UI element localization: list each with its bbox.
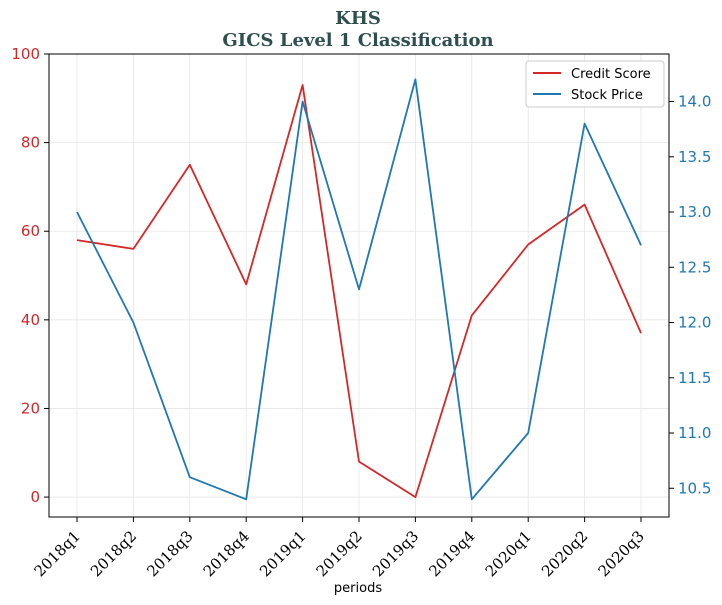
x-tick-label: 2018q3 (143, 527, 196, 580)
left-tick-label: 60 (21, 222, 40, 240)
x-tick-label: 2018q2 (87, 527, 140, 580)
x-tick-label: 2020q1 (482, 527, 535, 580)
x-tick-label: 2019q3 (369, 527, 422, 580)
series-line-credit-score (76, 84, 642, 499)
legend-label-stock-price: Stock Price (571, 88, 643, 103)
left-tick-label: 80 (21, 134, 40, 152)
right-tick-label: 11.0 (678, 424, 711, 442)
legend: Credit Score Stock Price (525, 60, 665, 108)
chart-title: KHS (335, 8, 381, 29)
x-axis: 2018q1 2018q2 2018q3 2018q4 2019q1 2019q2 2019… (31, 517, 648, 580)
left-tick-label: 0 (30, 488, 40, 506)
x-tick-label: 2018q4 (200, 527, 253, 580)
left-tick-label: 100 (11, 45, 40, 63)
right-tick-label: 12.5 (678, 258, 711, 276)
series-line-stock-price (76, 78, 642, 501)
x-tick-label: 2019q1 (256, 527, 309, 580)
right-tick-label: 14.0 (678, 93, 711, 111)
right-axis: 10.5 11.0 11.5 12.0 12.5 13.0 13.5 14.0 (669, 93, 711, 497)
chart-subtitle: GICS Level 1 Classification (222, 30, 493, 51)
right-tick-label: 12.0 (678, 314, 711, 332)
left-axis: 0 20 40 60 80 100 (11, 45, 49, 506)
x-tick-label: 2020q2 (538, 527, 591, 580)
x-axis-label: periods (334, 581, 382, 596)
right-tick-label: 11.5 (678, 369, 711, 387)
x-tick-label: 2019q4 (425, 527, 478, 580)
legend-label-credit-score: Credit Score (571, 67, 651, 82)
x-tick-label: 2018q1 (31, 527, 84, 580)
right-tick-label: 10.5 (678, 479, 711, 497)
x-tick-label: 2020q3 (595, 527, 648, 580)
x-tick-label: 2019q2 (313, 527, 366, 580)
right-tick-label: 13.5 (678, 148, 711, 166)
right-tick-label: 13.0 (678, 203, 711, 221)
left-tick-label: 40 (21, 311, 40, 329)
grid (49, 53, 669, 517)
series-layer (76, 78, 642, 501)
left-tick-label: 20 (21, 399, 40, 417)
